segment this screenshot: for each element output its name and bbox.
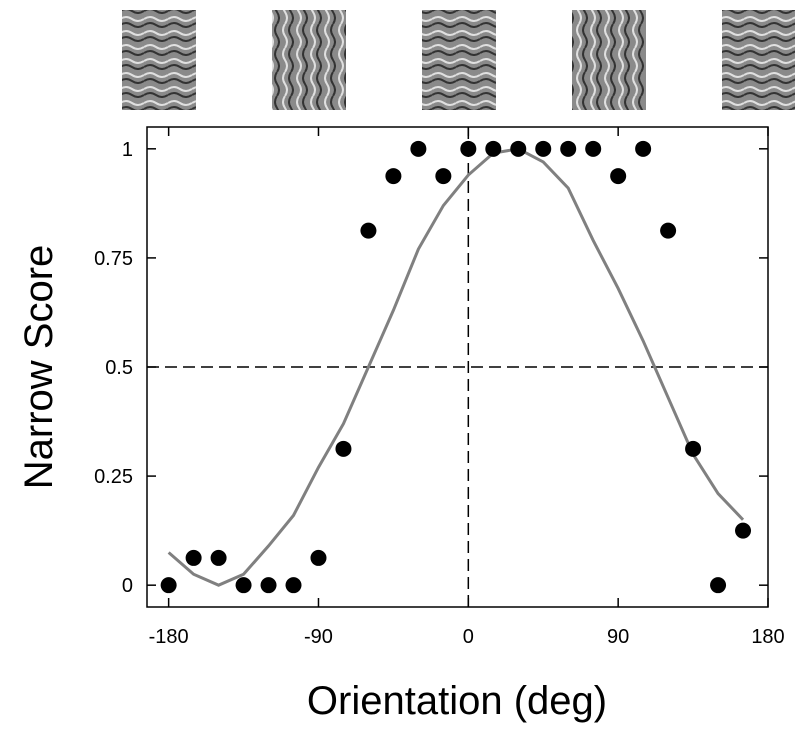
x-tick-label: -180 bbox=[149, 626, 189, 648]
data-point bbox=[460, 140, 477, 157]
stimuli bbox=[122, 10, 795, 110]
data-point bbox=[585, 140, 602, 157]
data-point bbox=[285, 577, 302, 594]
fit-line bbox=[167, 147, 745, 587]
y-axis-title: Narrow Score bbox=[17, 245, 61, 490]
y-tick-label: 0.5 bbox=[105, 357, 133, 379]
stimulus-image bbox=[722, 10, 795, 110]
data-point bbox=[435, 168, 452, 185]
data-point bbox=[635, 140, 652, 157]
data-point bbox=[160, 577, 177, 594]
data-point bbox=[560, 140, 577, 157]
y-tick-label: 1 bbox=[122, 139, 133, 161]
x-axis-title: Orientation (deg) bbox=[307, 679, 607, 723]
data-point bbox=[335, 440, 352, 457]
y-tick-label: 0.75 bbox=[94, 248, 133, 270]
stimulus-image bbox=[122, 10, 196, 110]
y-tick-label: 0 bbox=[122, 575, 133, 597]
data-point bbox=[485, 140, 502, 157]
x-tick-label: -90 bbox=[304, 626, 333, 648]
y-tick-label: 0.25 bbox=[94, 466, 133, 488]
x-tick-label: 180 bbox=[751, 626, 784, 648]
stimulus-image bbox=[572, 10, 646, 110]
x-tick-label: 0 bbox=[463, 626, 474, 648]
stimulus-image bbox=[422, 10, 496, 110]
data-point bbox=[185, 549, 202, 566]
data-point bbox=[360, 222, 377, 239]
data-point bbox=[510, 140, 527, 157]
data-point bbox=[610, 168, 627, 185]
data-point bbox=[235, 577, 252, 594]
stimulus-image bbox=[272, 10, 346, 110]
data-point bbox=[685, 440, 702, 457]
data-point bbox=[410, 140, 427, 157]
x-tick-label: 90 bbox=[607, 626, 629, 648]
data-point bbox=[310, 549, 327, 566]
data-point bbox=[210, 549, 227, 566]
data-point bbox=[385, 168, 402, 185]
data-point bbox=[735, 522, 752, 539]
data-point bbox=[260, 577, 277, 594]
data-point bbox=[535, 140, 552, 157]
data-point bbox=[660, 222, 677, 239]
data-point bbox=[710, 577, 727, 594]
